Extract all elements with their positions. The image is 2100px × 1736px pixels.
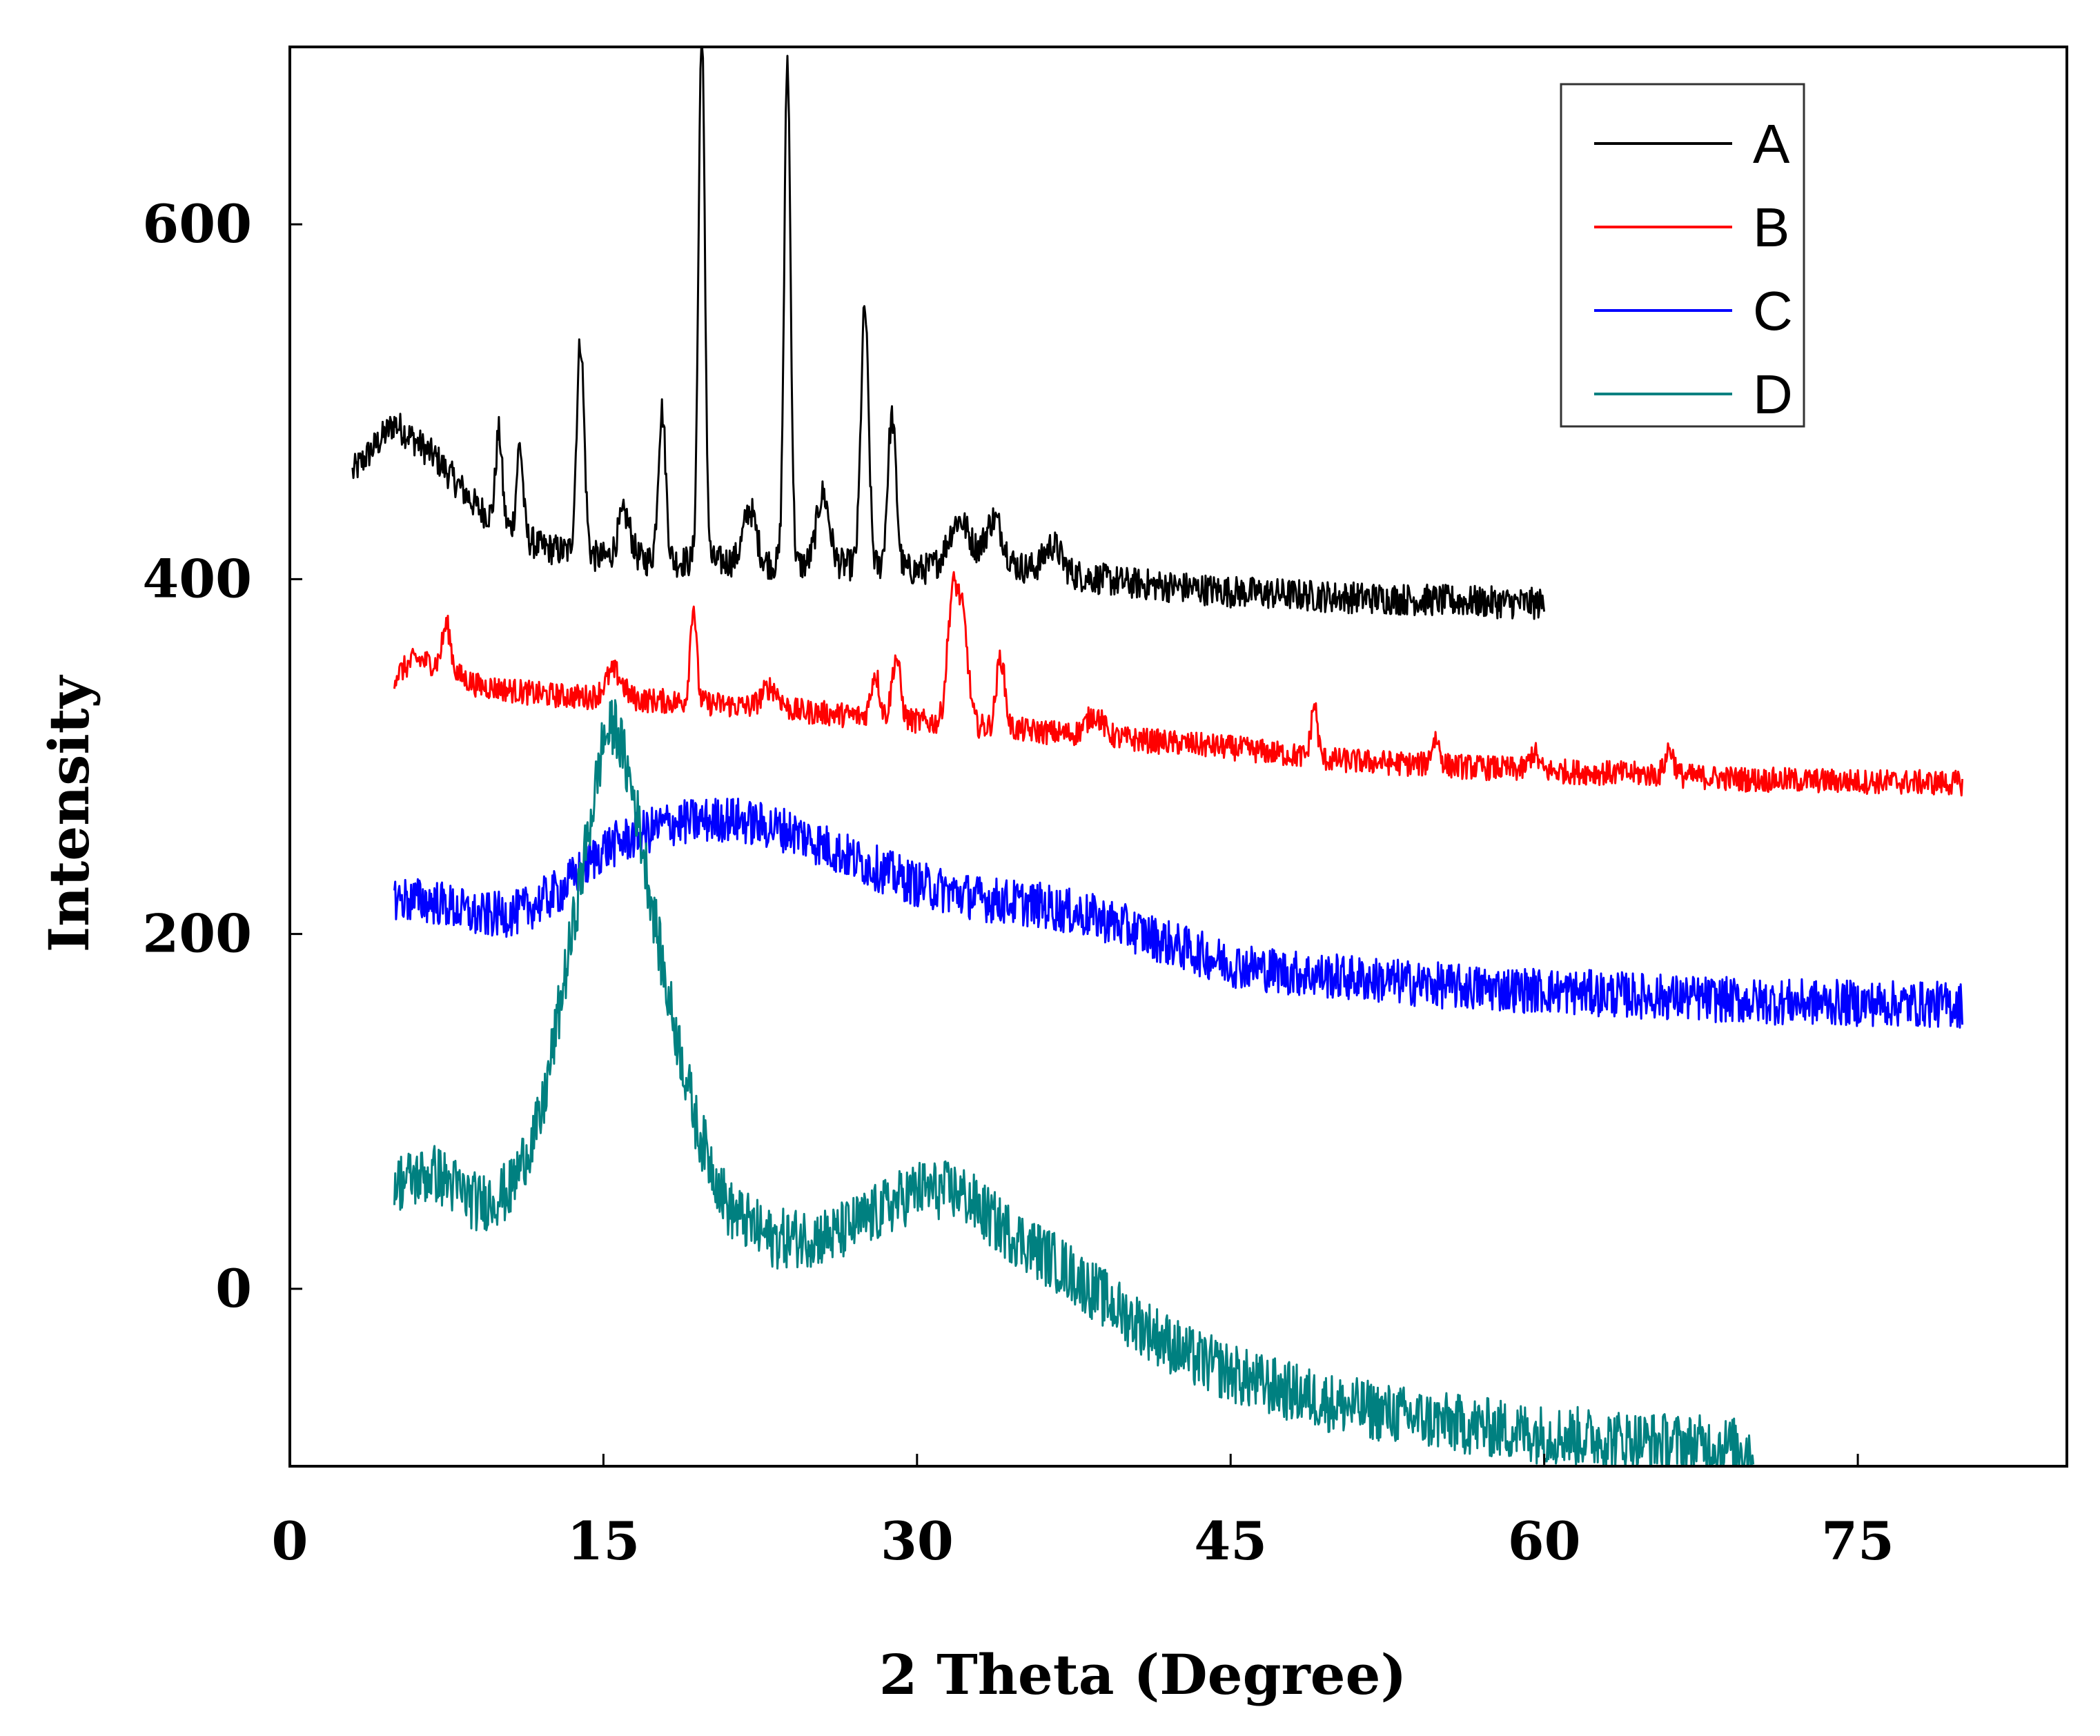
series-layer (351, 46, 1963, 1468)
legend-label-B: B (1753, 197, 1789, 258)
legend-label-D: D (1753, 364, 1793, 425)
x-tick-label: 0 (272, 1510, 308, 1572)
x-axis: 0 15 30 45 60 75 (272, 1454, 1894, 1572)
x-axis-title: 2 Theta (Degree) (879, 1642, 1407, 1707)
y-tick-label: 200 (142, 903, 252, 965)
legend-label-C: C (1753, 280, 1793, 342)
legend-label-A: A (1753, 113, 1790, 175)
x-tick-label: 45 (1194, 1510, 1267, 1572)
y-tick-label: 600 (142, 193, 252, 255)
x-tick-label: 60 (1508, 1510, 1581, 1572)
series-line-A (351, 46, 1546, 620)
x-tick-label: 15 (567, 1510, 640, 1572)
series-line-C (393, 798, 1963, 1029)
y-axis: 0 200 400 600 (142, 193, 302, 1319)
y-axis-title: Intensity (37, 674, 101, 952)
x-tick-label: 30 (881, 1510, 954, 1572)
x-tick-label: 75 (1821, 1510, 1894, 1572)
legend-box (1560, 83, 1805, 428)
y-tick-label: 0 (215, 1258, 252, 1319)
y-tick-label: 400 (142, 548, 252, 609)
series-line-B (393, 571, 1963, 797)
plot-frame (288, 46, 2068, 1468)
series-line-D (393, 699, 1755, 1468)
